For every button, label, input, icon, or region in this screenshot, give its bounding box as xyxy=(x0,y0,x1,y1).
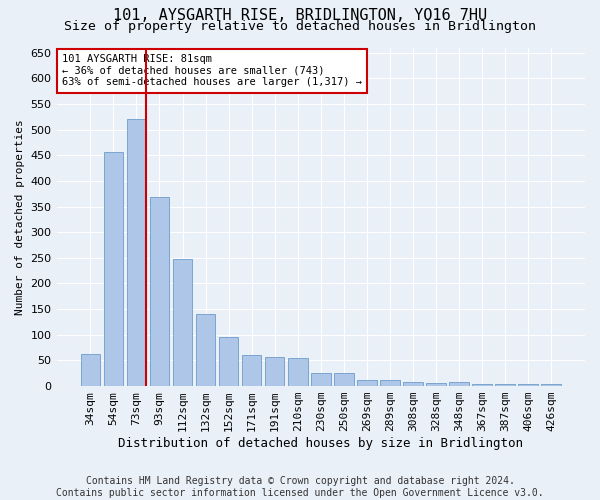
Bar xyxy=(311,374,331,386)
Text: Size of property relative to detached houses in Bridlington: Size of property relative to detached ho… xyxy=(64,20,536,33)
Bar xyxy=(149,198,169,386)
Bar xyxy=(196,314,215,386)
Bar xyxy=(541,384,561,386)
Text: 101, AYSGARTH RISE, BRIDLINGTON, YO16 7HU: 101, AYSGARTH RISE, BRIDLINGTON, YO16 7H… xyxy=(113,8,487,22)
Bar xyxy=(127,119,146,386)
Bar xyxy=(288,358,308,386)
Bar xyxy=(334,374,353,386)
Bar xyxy=(242,356,262,386)
Bar xyxy=(219,338,238,386)
Y-axis label: Number of detached properties: Number of detached properties xyxy=(15,119,25,314)
Bar xyxy=(380,380,400,386)
Bar xyxy=(403,382,423,386)
Bar xyxy=(449,382,469,386)
Bar xyxy=(80,354,100,386)
Bar xyxy=(265,357,284,386)
Bar xyxy=(426,383,446,386)
X-axis label: Distribution of detached houses by size in Bridlington: Distribution of detached houses by size … xyxy=(118,437,523,450)
Bar xyxy=(357,380,377,386)
Bar xyxy=(518,384,538,386)
Bar xyxy=(472,384,492,386)
Text: 101 AYSGARTH RISE: 81sqm
← 36% of detached houses are smaller (743)
63% of semi-: 101 AYSGARTH RISE: 81sqm ← 36% of detach… xyxy=(62,54,362,88)
Bar xyxy=(104,152,123,386)
Bar xyxy=(496,384,515,386)
Bar xyxy=(173,259,193,386)
Text: Contains HM Land Registry data © Crown copyright and database right 2024.
Contai: Contains HM Land Registry data © Crown c… xyxy=(56,476,544,498)
